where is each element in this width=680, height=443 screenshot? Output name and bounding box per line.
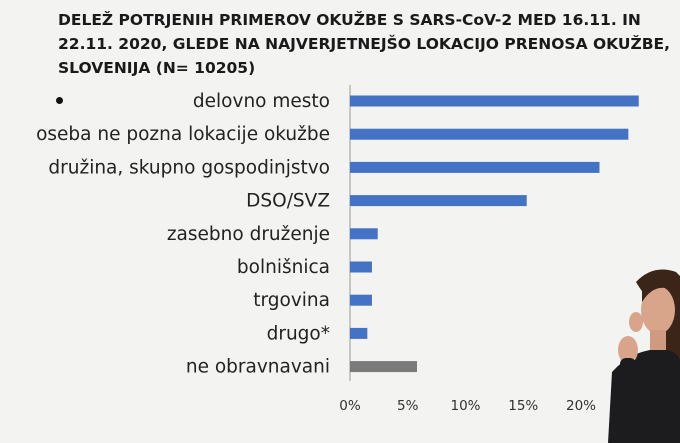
bar bbox=[350, 128, 629, 140]
category-label: oseba ne pozna lokacije okužbe bbox=[36, 124, 330, 145]
chart-title-line-2: 22.11. 2020, GLEDE NA NAJVERJETNEJŠO LOK… bbox=[58, 35, 670, 53]
category-label: bolnišnica bbox=[237, 257, 330, 278]
bar bbox=[350, 294, 372, 306]
bar bbox=[350, 361, 417, 373]
x-tick-label: 20% bbox=[566, 398, 596, 414]
category-label: ne obravnavani bbox=[186, 357, 330, 378]
chart-title: DELEŽ POTRJENIH PRIMEROV OKUŽBE S SARS-C… bbox=[58, 8, 678, 80]
bar bbox=[350, 95, 639, 107]
x-tick-label: 10% bbox=[450, 398, 480, 414]
sign-language-interpreter-image bbox=[598, 262, 680, 443]
chart-title-line-3: SLOVENIJA (N= 10205) bbox=[58, 59, 256, 77]
category-label: delovno mesto bbox=[193, 91, 330, 112]
bullet-point bbox=[56, 97, 63, 104]
bar bbox=[350, 228, 378, 240]
bar bbox=[350, 327, 368, 339]
bar bbox=[350, 261, 372, 273]
category-label: DSO/SVZ bbox=[246, 191, 330, 212]
chart-title-line-1: DELEŽ POTRJENIH PRIMEROV OKUŽBE S SARS-C… bbox=[58, 11, 641, 29]
category-label: zasebno druženje bbox=[167, 224, 330, 245]
bar bbox=[350, 195, 527, 207]
x-tick-label: 15% bbox=[508, 398, 538, 414]
x-tick-label: 5% bbox=[397, 398, 419, 414]
bar bbox=[350, 161, 600, 173]
category-label: družina, skupno gospodinjstvo bbox=[48, 157, 330, 178]
x-tick-label: 0% bbox=[339, 398, 361, 414]
category-label: trgovina bbox=[253, 290, 330, 311]
category-label: drugo* bbox=[267, 323, 330, 344]
